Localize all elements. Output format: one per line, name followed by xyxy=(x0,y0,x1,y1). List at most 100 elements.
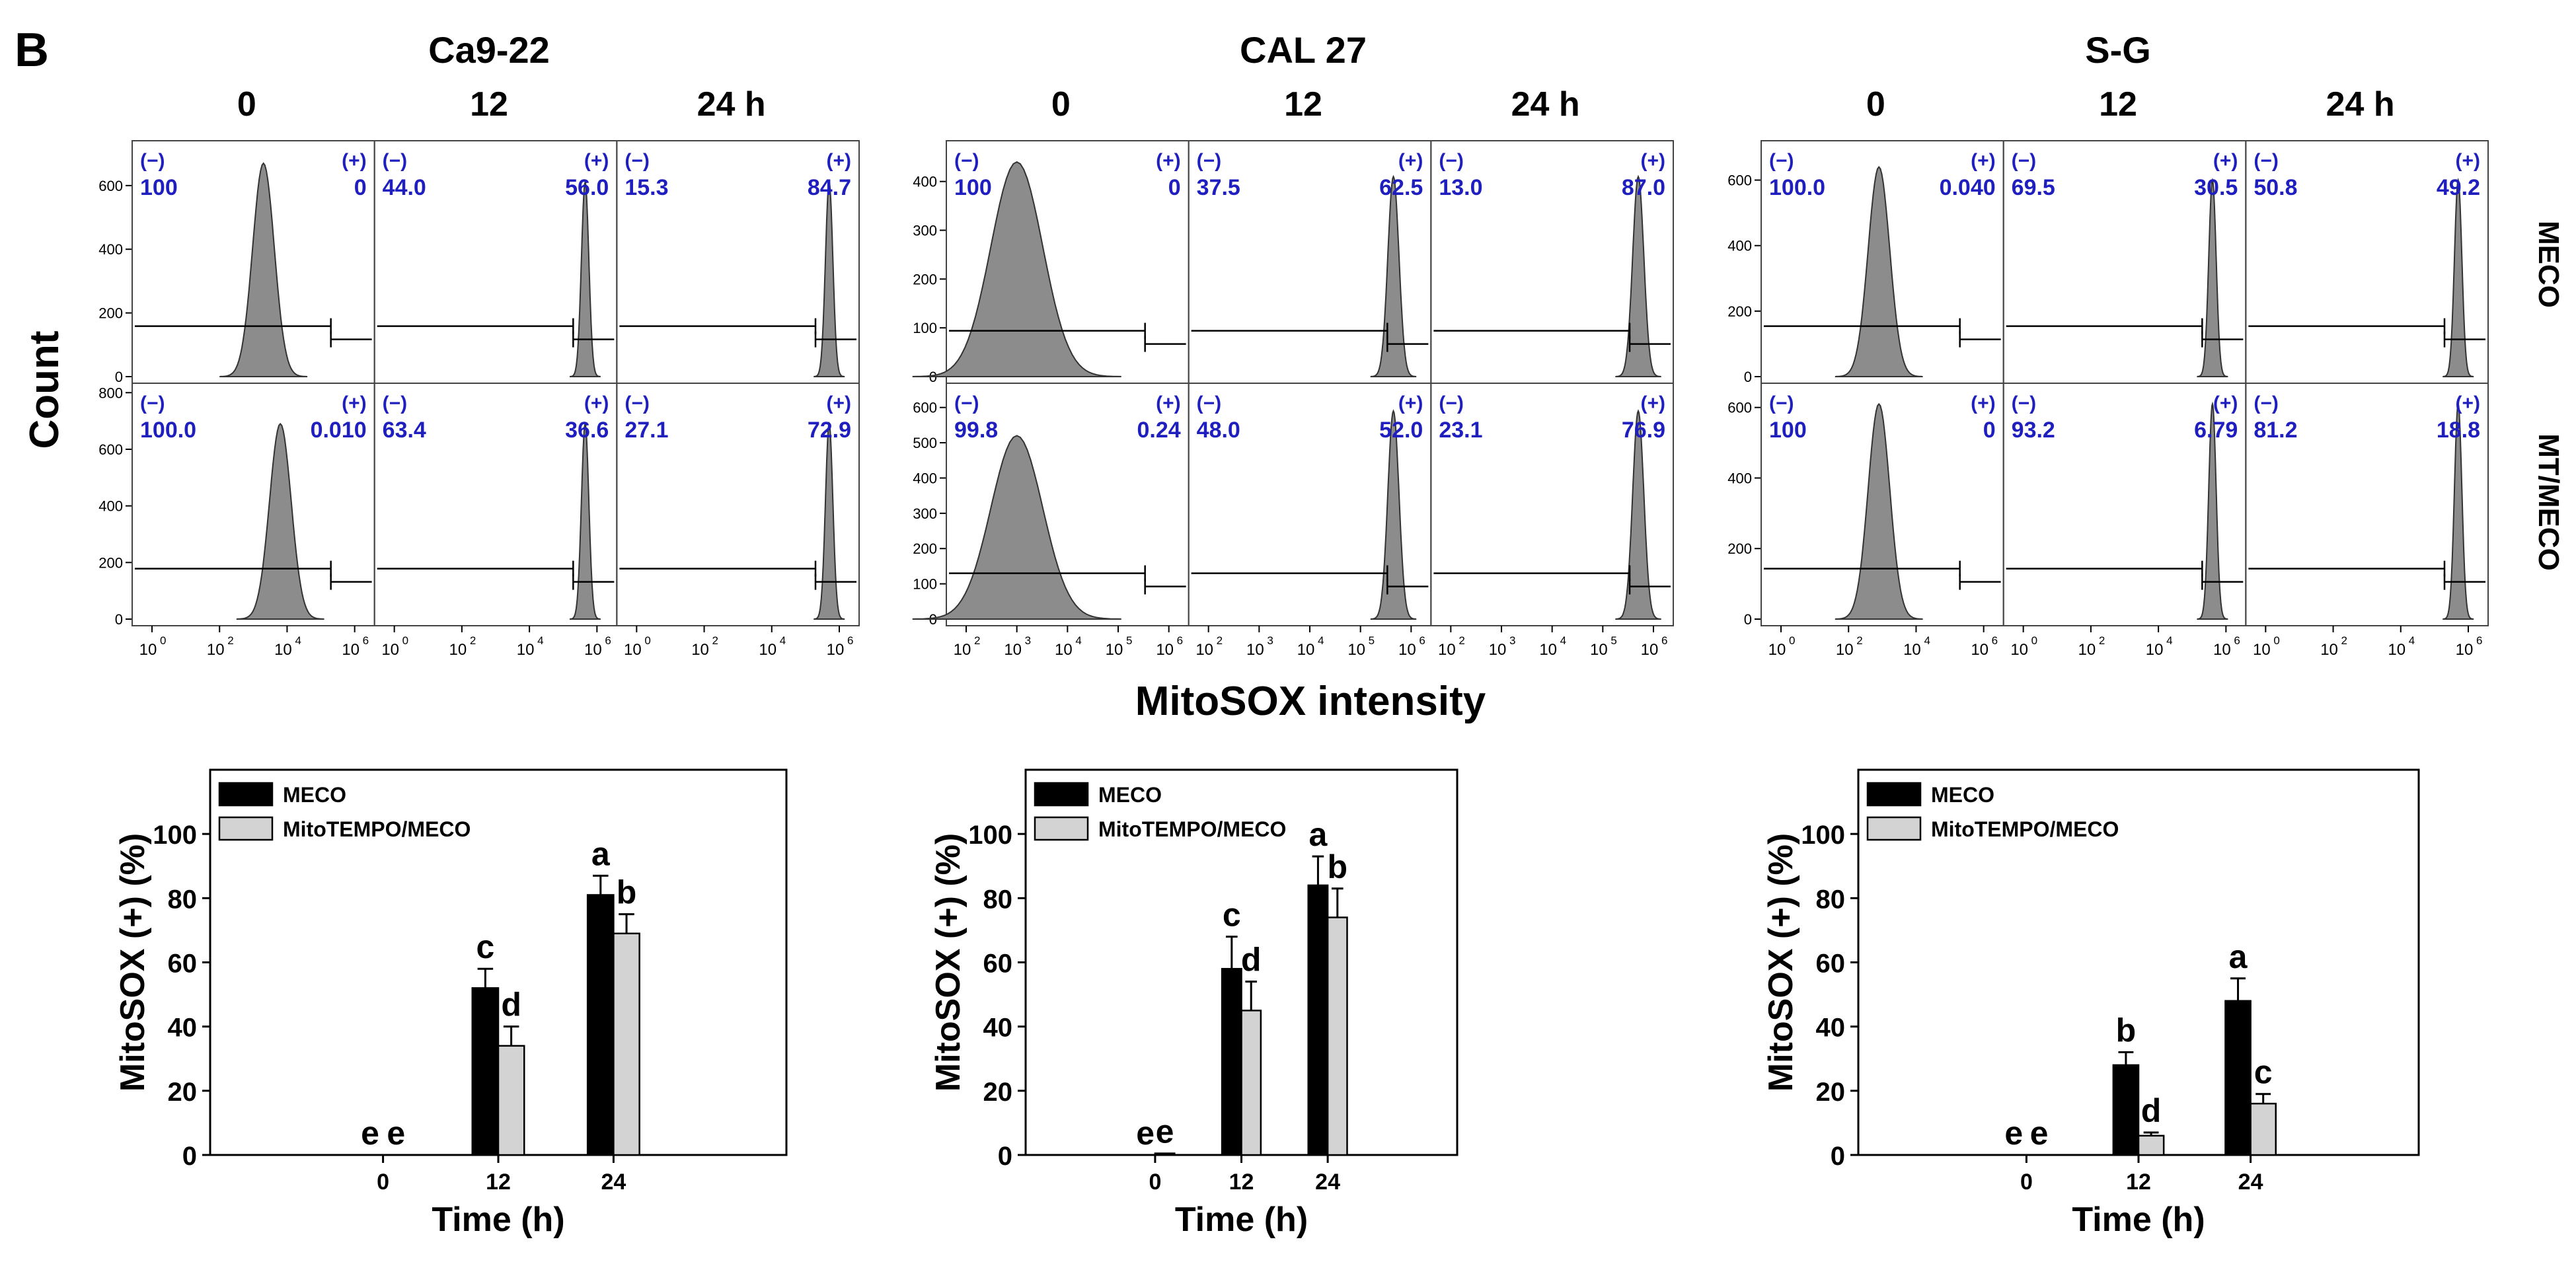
bar-mitotempo-meco xyxy=(2137,1134,2165,1156)
category-label: 24 xyxy=(601,1169,626,1195)
x-tick-exponent: 4 xyxy=(295,634,301,647)
bar-mitotempo-meco xyxy=(497,1045,525,1156)
x-tick-exponent: 4 xyxy=(1075,634,1081,647)
x-tick-label: 10 xyxy=(1156,641,1174,659)
x-tick-exponent: 6 xyxy=(1177,634,1183,647)
histogram-peak xyxy=(912,161,1121,377)
y-tick-label: 80 xyxy=(168,885,198,914)
significance-letter: e xyxy=(387,1115,405,1152)
y-tick-label: 0 xyxy=(115,369,123,385)
x-tick-label: 10 xyxy=(1398,641,1416,659)
legend-swatch xyxy=(1866,782,1922,807)
y-tick-label: 400 xyxy=(913,470,937,486)
x-tick-exponent: 4 xyxy=(1560,634,1566,647)
x-tick-label: 10 xyxy=(1246,641,1264,659)
positive-percent: 87.0 xyxy=(1622,175,1665,200)
time-label: 12 xyxy=(2099,85,2137,124)
y-tick-label: 60 xyxy=(1816,949,1846,979)
y-tick-label: 100 xyxy=(913,320,937,336)
histogram-cell xyxy=(616,383,860,626)
y-tick-label: 20 xyxy=(168,1078,198,1107)
x-tick-label: 10 xyxy=(1004,641,1022,659)
x-tick-label: 10 xyxy=(381,641,399,659)
legend-swatch xyxy=(218,782,274,807)
bar-mitotempo-meco xyxy=(1240,1010,1262,1156)
legend-label: MitoTEMPO/MECO xyxy=(283,817,471,841)
x-tick-exponent: 5 xyxy=(1610,634,1616,647)
negative-percent: 100 xyxy=(140,175,178,200)
x-tick-label: 10 xyxy=(954,641,971,659)
negative-percent: 100 xyxy=(1769,418,1807,443)
gate-label-positive: (+) xyxy=(342,150,367,172)
significance-letter: c xyxy=(1223,897,1241,934)
x-tick-exponent: 6 xyxy=(605,634,611,647)
gate-label-negative: (−) xyxy=(625,150,650,172)
gate-label-positive: (+) xyxy=(1398,392,1423,414)
histogram-peak xyxy=(236,422,324,620)
gate-label-positive: (+) xyxy=(827,150,852,172)
legend-label: MitoTEMPO/MECO xyxy=(1098,817,1286,841)
gate-label-negative: (−) xyxy=(1769,150,1794,172)
x-tick-label: 10 xyxy=(342,641,360,659)
x-tick-exponent: 0 xyxy=(160,634,166,647)
histogram-peak xyxy=(570,180,601,377)
gate-label-positive: (+) xyxy=(1156,150,1181,172)
category-label: 12 xyxy=(1229,1169,1254,1195)
panel-letter: B xyxy=(15,24,49,77)
significance-letter: e xyxy=(2004,1115,2023,1152)
gate-label-positive: (+) xyxy=(1971,150,1996,172)
gate-label-positive: (+) xyxy=(2213,392,2238,414)
x-tick-label: 10 xyxy=(2010,641,2028,659)
significance-letter: e xyxy=(1156,1113,1174,1150)
legend-swatch xyxy=(1034,816,1089,841)
x-tick-label: 10 xyxy=(274,641,292,659)
negative-percent: 69.5 xyxy=(2012,175,2055,200)
category-label: 0 xyxy=(1149,1169,1161,1195)
time-label: 12 xyxy=(1284,85,1322,124)
x-tick-exponent: 2 xyxy=(1856,634,1862,647)
x-tick-exponent: 2 xyxy=(2341,634,2347,647)
gate-label-negative: (−) xyxy=(2254,392,2279,414)
gate-label-positive: (+) xyxy=(584,392,609,414)
gate-label-positive: (+) xyxy=(2213,150,2238,172)
histogram-peak xyxy=(2197,401,2228,620)
x-tick-label: 10 xyxy=(827,641,845,659)
y-tick-label: 80 xyxy=(1816,885,1846,914)
y-axis-label: MitoSOX (+) (%) xyxy=(114,833,152,1092)
gate-label-positive: (+) xyxy=(584,150,609,172)
positive-percent: 76.9 xyxy=(1622,418,1665,443)
x-tick-exponent: 0 xyxy=(402,634,408,647)
y-tick-label: 20 xyxy=(1816,1078,1846,1107)
legend-swatch xyxy=(218,816,274,841)
positive-percent: 36.6 xyxy=(565,418,609,443)
x-tick-label: 10 xyxy=(2320,641,2338,659)
x-tick-label: 10 xyxy=(2253,641,2271,659)
negative-percent: 15.3 xyxy=(625,175,668,200)
significance-letter: a xyxy=(591,835,611,872)
gate-label-positive: (+) xyxy=(827,392,852,414)
histogram-peak xyxy=(1615,174,1661,377)
histogram-peak xyxy=(814,421,845,620)
x-tick-exponent: 0 xyxy=(1789,634,1795,647)
gate-label-negative: (−) xyxy=(625,392,650,414)
bar-meco xyxy=(471,987,500,1156)
x-tick-exponent: 6 xyxy=(2234,634,2240,647)
gate-label-positive: (+) xyxy=(2456,150,2481,172)
category-label: 24 xyxy=(1315,1169,1340,1195)
negative-percent: 100.0 xyxy=(140,418,196,443)
category-label: 12 xyxy=(486,1169,511,1195)
x-tick-label: 10 xyxy=(1641,641,1659,659)
y-tick-label: 600 xyxy=(98,178,123,194)
time-label: 24 h xyxy=(1511,85,1580,124)
y-tick-label: 0 xyxy=(1744,611,1752,628)
x-tick-exponent: 6 xyxy=(1661,634,1667,647)
histogram-peak xyxy=(1370,174,1417,377)
bar-mitotempo-meco xyxy=(1326,916,1348,1156)
x-tick-exponent: 0 xyxy=(644,634,650,647)
y-tick-label: 500 xyxy=(913,435,937,451)
